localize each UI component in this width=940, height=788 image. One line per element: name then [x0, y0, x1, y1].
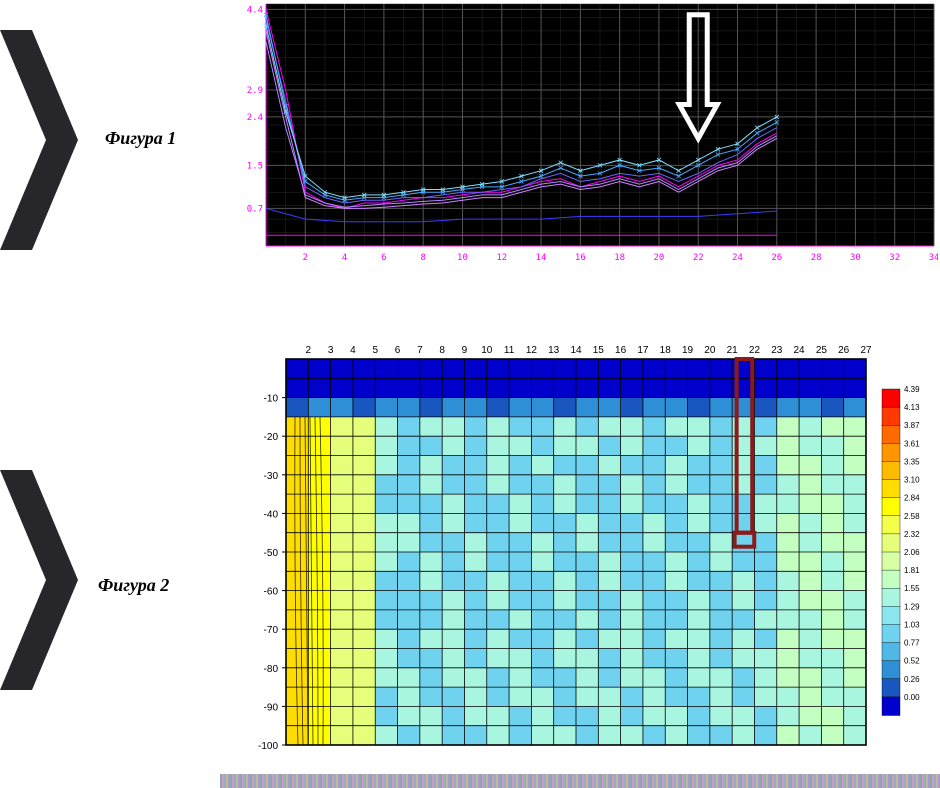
svg-text:4.13: 4.13	[904, 403, 920, 412]
svg-text:22: 22	[693, 253, 704, 263]
svg-text:13: 13	[548, 345, 560, 356]
svg-text:8: 8	[420, 253, 425, 263]
svg-text:3.61: 3.61	[904, 439, 920, 448]
svg-text:14: 14	[570, 345, 582, 356]
svg-text:23: 23	[771, 345, 783, 356]
svg-text:0.7: 0.7	[247, 204, 263, 214]
svg-text:18: 18	[614, 253, 625, 263]
svg-text:-40: -40	[264, 509, 279, 520]
svg-text:2.32: 2.32	[904, 530, 920, 539]
figure2-label: Фигура 2	[98, 575, 169, 596]
svg-text:24: 24	[794, 345, 806, 356]
svg-text:10: 10	[457, 253, 468, 263]
svg-text:34: 34	[929, 253, 938, 263]
svg-text:22: 22	[749, 345, 761, 356]
svg-text:25: 25	[816, 345, 828, 356]
svg-text:28: 28	[811, 253, 822, 263]
svg-text:-30: -30	[264, 471, 279, 482]
svg-text:7: 7	[417, 345, 423, 356]
svg-text:27: 27	[860, 345, 872, 356]
svg-text:6: 6	[395, 345, 401, 356]
svg-text:2.06: 2.06	[904, 548, 920, 557]
svg-text:3: 3	[328, 345, 334, 356]
svg-text:21: 21	[727, 345, 739, 356]
svg-text:19: 19	[682, 345, 694, 356]
svg-text:2: 2	[306, 345, 312, 356]
svg-text:14: 14	[536, 253, 547, 263]
svg-text:10: 10	[481, 345, 493, 356]
svg-text:20: 20	[654, 253, 665, 263]
svg-text:0.26: 0.26	[904, 675, 920, 684]
svg-text:-70: -70	[264, 625, 279, 636]
decor-chevron-2	[0, 470, 80, 690]
svg-text:0.52: 0.52	[904, 657, 920, 666]
svg-text:3.35: 3.35	[904, 457, 920, 466]
svg-text:24: 24	[732, 253, 743, 263]
svg-text:-10: -10	[264, 394, 279, 405]
svg-text:2.58: 2.58	[904, 512, 920, 521]
svg-text:18: 18	[660, 345, 672, 356]
svg-text:4: 4	[350, 345, 356, 356]
svg-text:3.10: 3.10	[904, 476, 920, 485]
svg-text:3.87: 3.87	[904, 421, 920, 430]
svg-text:0.00: 0.00	[904, 693, 920, 702]
svg-text:26: 26	[838, 345, 850, 356]
svg-text:8: 8	[439, 345, 445, 356]
svg-text:2.9: 2.9	[247, 86, 263, 96]
decor-noise-strip	[220, 774, 940, 788]
svg-text:-100: -100	[258, 741, 278, 752]
figure1-label: Фигура 1	[105, 128, 176, 149]
svg-text:30: 30	[850, 253, 861, 263]
svg-text:12: 12	[496, 253, 507, 263]
svg-text:-80: -80	[264, 664, 279, 675]
svg-text:-90: -90	[264, 702, 279, 713]
svg-text:4.4: 4.4	[247, 5, 263, 15]
svg-text:4.39: 4.39	[904, 385, 920, 394]
svg-text:15: 15	[593, 345, 605, 356]
svg-text:1.55: 1.55	[904, 584, 920, 593]
chart-2: 2345678910111213141516171819202122232425…	[238, 335, 938, 755]
svg-text:2.4: 2.4	[247, 113, 263, 123]
svg-text:5: 5	[372, 345, 378, 356]
svg-text:2: 2	[303, 253, 308, 263]
svg-text:-50: -50	[264, 548, 279, 559]
svg-text:4: 4	[342, 253, 347, 263]
svg-text:9: 9	[462, 345, 468, 356]
svg-text:-60: -60	[264, 587, 279, 598]
svg-text:1.81: 1.81	[904, 566, 920, 575]
svg-text:11: 11	[504, 345, 515, 356]
svg-text:32: 32	[889, 253, 900, 263]
chart-1: 2468101214161820222426283032340.71.52.42…	[238, 0, 938, 268]
svg-text:12: 12	[526, 345, 538, 356]
svg-text:20: 20	[704, 345, 716, 356]
decor-chevron-1	[0, 30, 80, 250]
svg-text:6: 6	[381, 253, 386, 263]
svg-text:26: 26	[771, 253, 782, 263]
svg-text:16: 16	[615, 345, 627, 356]
svg-text:1.03: 1.03	[904, 620, 920, 629]
svg-text:2.84: 2.84	[904, 494, 920, 503]
svg-text:17: 17	[637, 345, 649, 356]
svg-text:1.29: 1.29	[904, 602, 920, 611]
svg-text:16: 16	[575, 253, 586, 263]
svg-text:0.77: 0.77	[904, 639, 920, 648]
svg-text:-20: -20	[264, 432, 279, 443]
svg-text:1.5: 1.5	[247, 161, 263, 171]
